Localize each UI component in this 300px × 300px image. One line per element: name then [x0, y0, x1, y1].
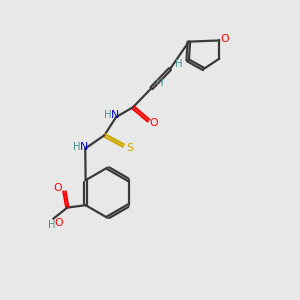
Text: H: H: [175, 59, 182, 69]
Text: H: H: [156, 78, 164, 88]
Text: H: H: [48, 220, 56, 230]
Text: O: O: [149, 118, 158, 128]
Text: O: O: [54, 183, 62, 194]
Text: H: H: [73, 142, 80, 152]
Text: N: N: [110, 110, 119, 120]
Text: O: O: [220, 34, 229, 44]
Text: N: N: [80, 142, 88, 152]
Text: H: H: [103, 110, 111, 120]
Text: O: O: [54, 218, 63, 228]
Text: S: S: [126, 143, 133, 153]
